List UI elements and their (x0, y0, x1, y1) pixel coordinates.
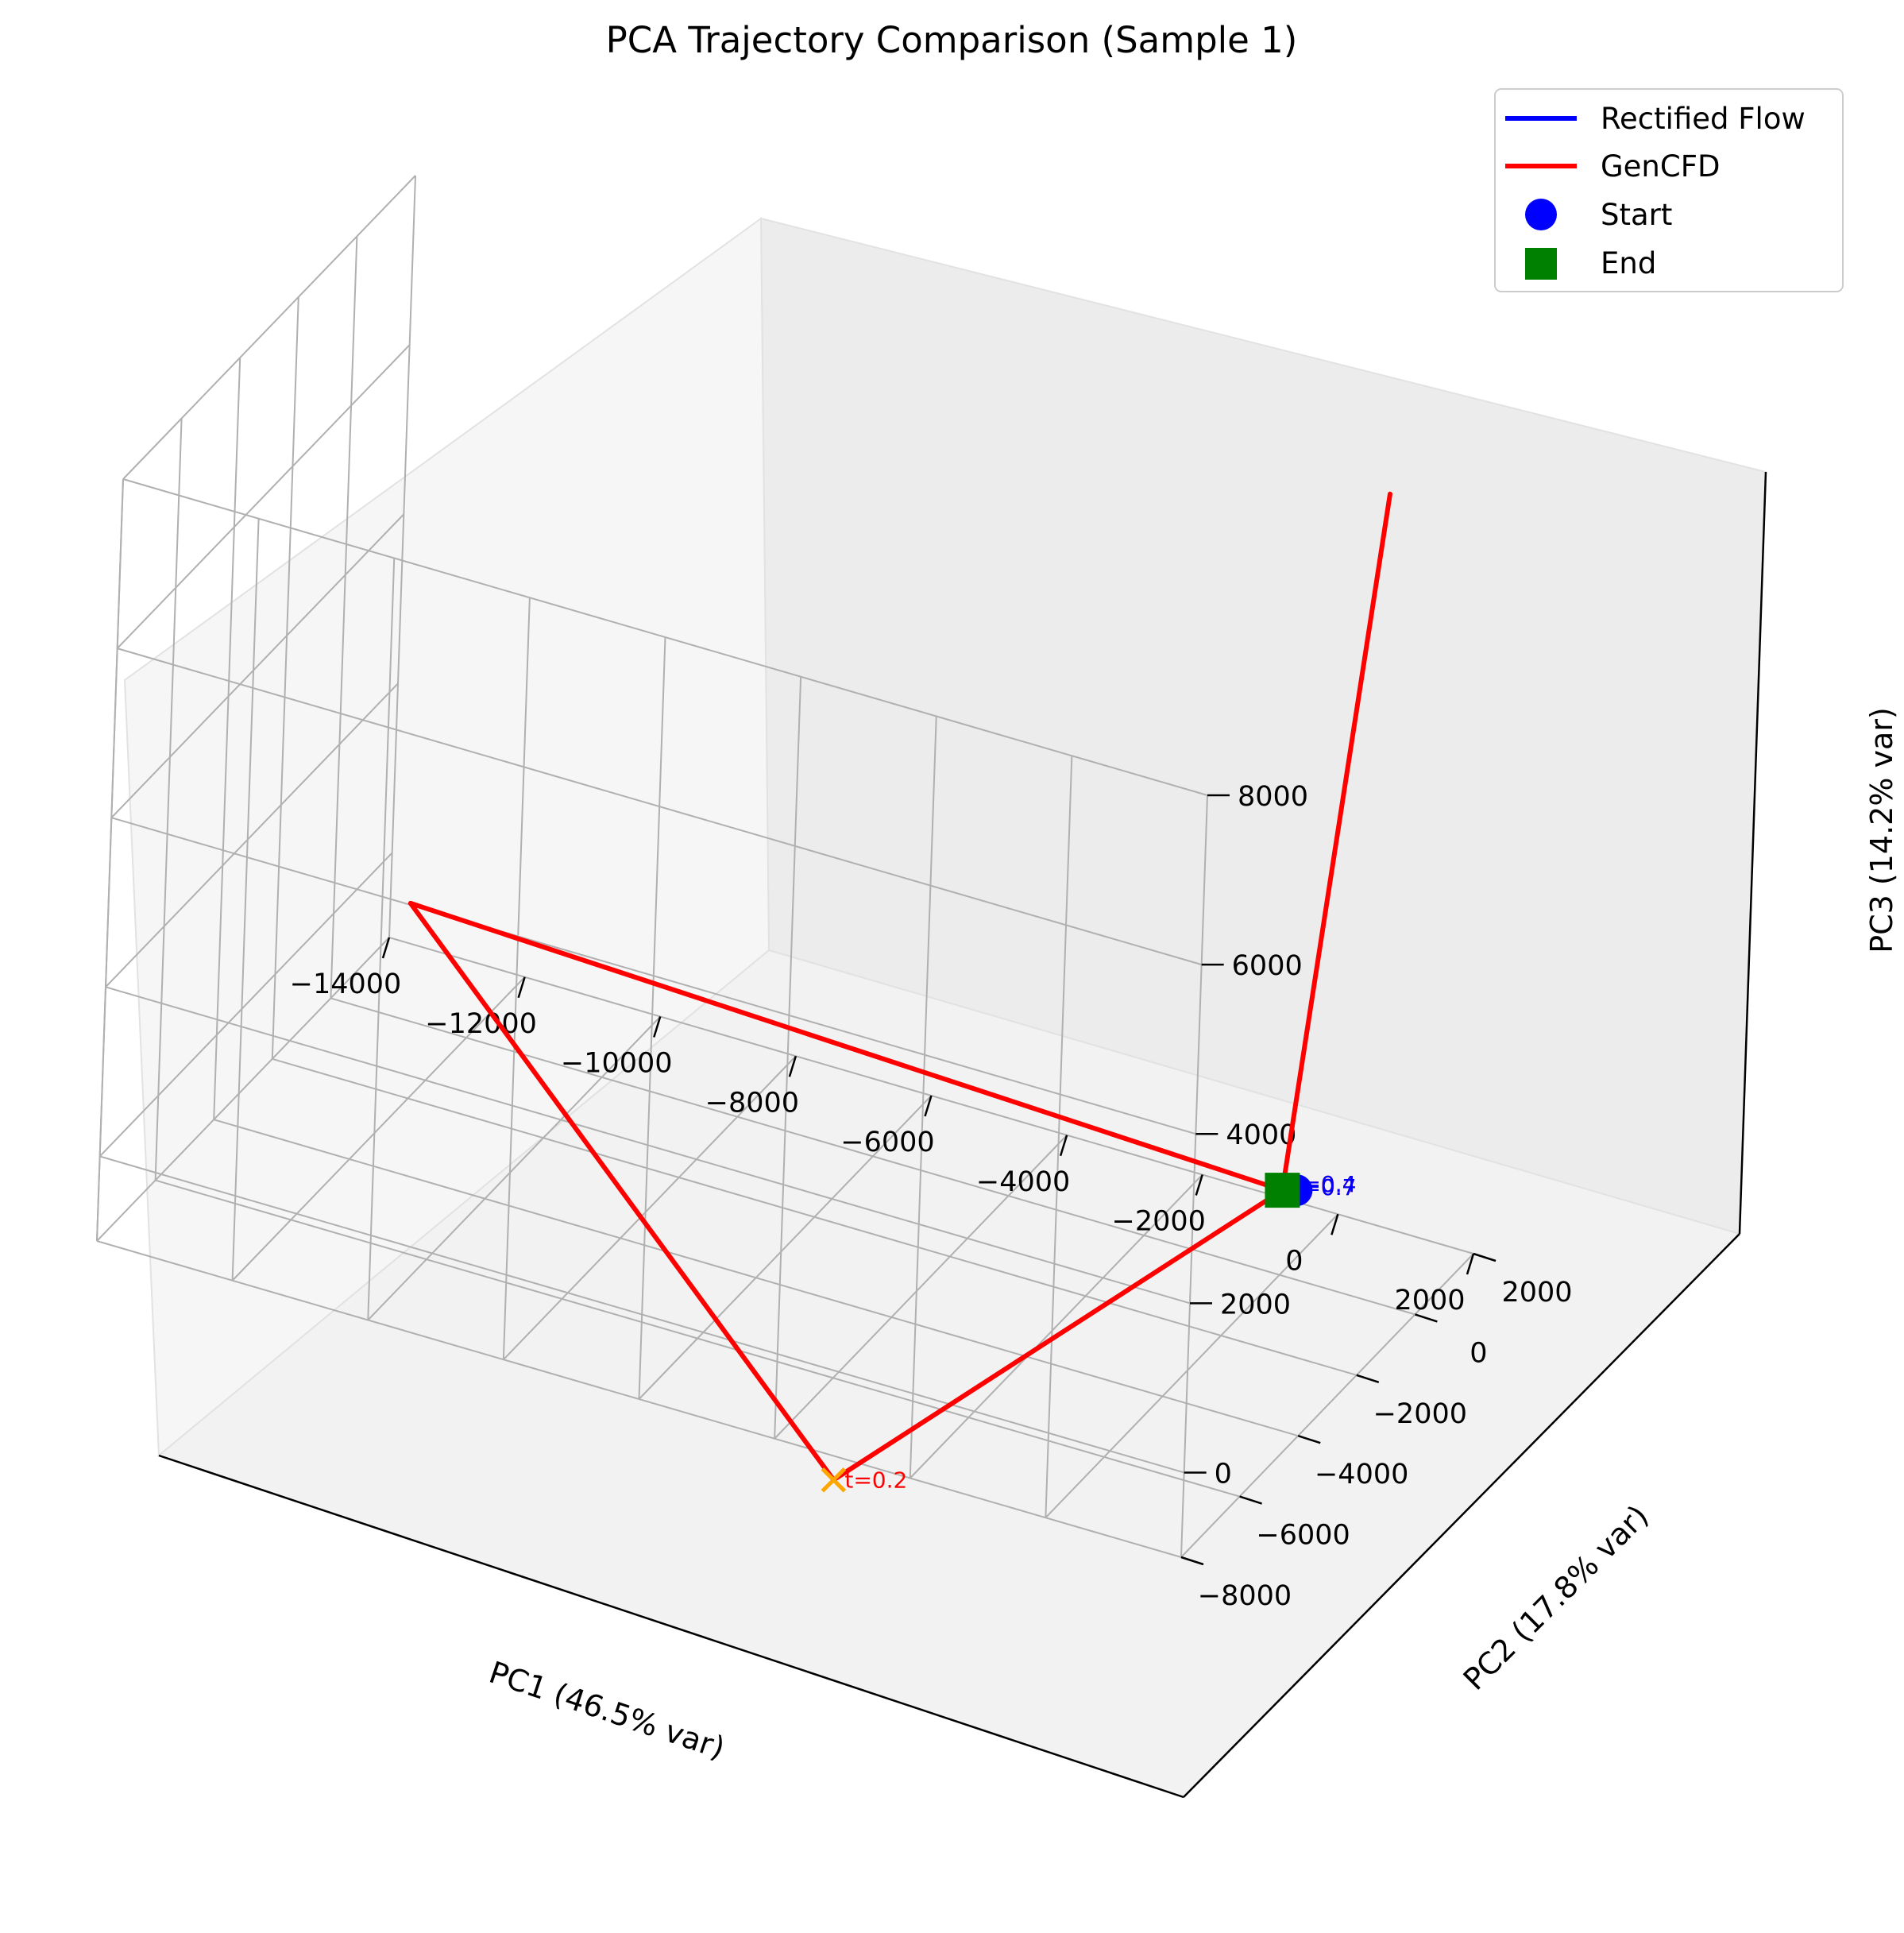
end-marker (1265, 1173, 1300, 1208)
x-tick-label: −4000 (976, 1166, 1070, 1198)
x-tick (924, 1095, 933, 1117)
grid-line-y-side (154, 418, 183, 1181)
grid-line-z-back (105, 986, 1191, 1305)
grid-line-z-back (117, 648, 1202, 966)
chart-title: PCA Trajectory Comparison (Sample 1) (606, 19, 1298, 61)
grid-line-y-side (330, 236, 358, 999)
z-tick-label: 8000 (1238, 781, 1308, 813)
legend-label-start: Start (1601, 198, 1672, 232)
z-axis-line (1738, 471, 1767, 1235)
grid-line-x-floor (774, 1135, 1068, 1440)
grid-line-z-side (110, 513, 405, 818)
y-tick (1415, 1313, 1438, 1323)
x-tick-label: −10000 (561, 1048, 673, 1080)
x-tick (1330, 1213, 1339, 1235)
grid-line-x-floor (1180, 1253, 1474, 1558)
x-tick-label: 0 (1285, 1245, 1303, 1277)
grid-line-x-back (367, 558, 396, 1320)
x-tick-label: −8000 (705, 1087, 799, 1119)
x-tick-label: −6000 (840, 1127, 934, 1158)
legend-box (1494, 88, 1844, 292)
grid-line-x-back (231, 518, 260, 1281)
grid-line-x-floor (367, 1015, 661, 1321)
x-tick (653, 1016, 662, 1038)
x-tick (1466, 1253, 1475, 1275)
z-axis-title: PC3 (14.2% var) (1864, 707, 1899, 953)
grid-line-z-back (111, 817, 1196, 1135)
grid-line-z-side (98, 852, 393, 1158)
x-tick-label: −2000 (1112, 1206, 1206, 1238)
x-tick (788, 1055, 798, 1077)
y-tick (1356, 1374, 1380, 1383)
x-tick (1059, 1135, 1068, 1157)
x-axis-title: PC1 (46.5% var) (485, 1655, 729, 1766)
y-tick (1180, 1556, 1204, 1566)
y-tick (1239, 1495, 1262, 1505)
grid-line-x-floor (503, 1055, 797, 1360)
grid-line-z-side (116, 344, 411, 649)
y-tick (1473, 1252, 1497, 1262)
y-tick-label: 2000 (1501, 1277, 1572, 1309)
grid-line-z-side (122, 175, 416, 480)
x-tick (517, 976, 526, 999)
grid-line-y-floor (155, 1179, 1240, 1498)
y-axis-line (1183, 1233, 1740, 1798)
grid-line-y-floor (272, 1057, 1358, 1376)
legend-label-gencfd: GenCFD (1601, 149, 1721, 184)
x-axis-line (158, 1454, 1184, 1799)
grid-line-y-side (271, 296, 299, 1059)
z-tick-label: 0 (1215, 1458, 1232, 1490)
z-tick-label: 2000 (1220, 1289, 1291, 1320)
grid-line-x-back (638, 636, 666, 1400)
legend: Rectified Flow GenCFD Start End (1494, 88, 1844, 292)
x-tick (381, 937, 391, 959)
grid-line-x-floor (1045, 1213, 1339, 1518)
annotation-label: t=0.2 (844, 1467, 907, 1494)
grid-line-x-back (1180, 794, 1208, 1558)
y-tick-label: −2000 (1373, 1398, 1467, 1430)
y-tick-label: −6000 (1256, 1520, 1350, 1552)
grid-line-z-back (99, 1155, 1184, 1474)
grid-line-y-floor (213, 1119, 1299, 1437)
x-tick-label: −14000 (290, 968, 402, 1000)
legend-label-rectified-flow: Rectified Flow (1601, 102, 1806, 136)
grid-line-y-side (213, 358, 241, 1120)
y-axis-title: PC2 (17.8% var) (1457, 1498, 1655, 1697)
grid-line-y-floor (96, 1240, 1182, 1558)
grid-line-z-back (122, 478, 1208, 796)
legend-swatch-end (1525, 248, 1557, 280)
grid-line-x-floor (231, 976, 526, 1282)
y-tick-label: 0 (1470, 1337, 1487, 1369)
grid-line-x-floor (910, 1173, 1203, 1479)
grid-line-y-side (96, 478, 124, 1242)
z-tick-label: 4000 (1226, 1119, 1296, 1151)
z-tick-label: 6000 (1232, 950, 1303, 982)
x-marker (821, 1467, 847, 1493)
grid-line-x-back (909, 716, 937, 1479)
grid-line-x-back (502, 597, 531, 1360)
grid-line-z-side (105, 682, 399, 988)
series-line-gencfd (407, 491, 1392, 1483)
legend-label-end: End (1601, 246, 1656, 280)
y-tick-label: −4000 (1315, 1459, 1408, 1490)
grid-line-x-back (1045, 756, 1073, 1518)
legend-swatch-start (1525, 199, 1557, 230)
x-tick-label: −12000 (425, 1008, 537, 1040)
x-tick-label: 2000 (1394, 1285, 1465, 1316)
x-tick (1195, 1174, 1203, 1196)
grid-line-y-floor (330, 997, 1415, 1316)
data-series: t=0.2t=0.4t=0.7t=0.4t=0.7 (407, 491, 1392, 1494)
grid-line-x-floor (96, 937, 390, 1242)
y-tick-label: −8000 (1198, 1580, 1292, 1612)
axis-ticks: −14000−12000−10000−8000−6000−4000−200002… (290, 781, 1573, 1612)
y-tick (1297, 1435, 1321, 1444)
grid-line-x-floor (638, 1095, 933, 1400)
grid-line-x-back (774, 676, 802, 1439)
grid-line-y-side (388, 175, 416, 938)
grid-lines (96, 175, 1474, 1558)
